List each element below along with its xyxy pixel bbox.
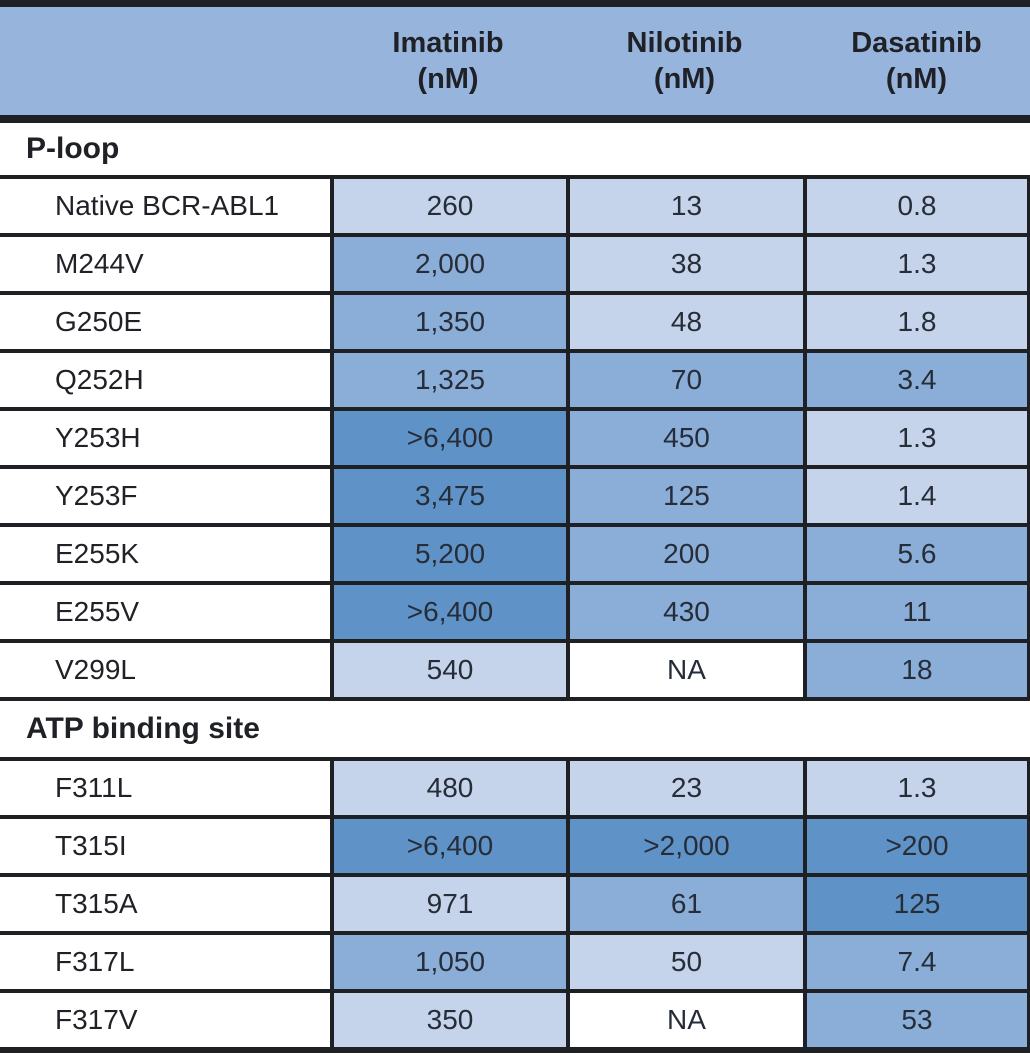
column-header-nilotinib: Nilotinib (nM) <box>566 7 803 115</box>
ic50-cell: 1.3 <box>803 237 1030 291</box>
table-row: T315A 971 61 125 <box>0 877 1030 935</box>
ic50-cell: 480 <box>330 761 566 815</box>
ic50-cell: 200 <box>566 527 803 581</box>
ic50-cell: 7.4 <box>803 935 1030 989</box>
column-header-label: Imatinib <box>392 26 504 59</box>
table-header-band: Imatinib (nM) Nilotinib (nM) Dasatinib (… <box>0 0 1030 123</box>
mutation-label: G250E <box>0 295 330 349</box>
header-cell-empty <box>0 7 330 115</box>
mutation-label: Q252H <box>0 353 330 407</box>
ic50-cell: NA <box>566 993 803 1047</box>
ic50-cell: 1,050 <box>330 935 566 989</box>
column-header-label: Nilotinib <box>626 26 743 59</box>
ic50-cell: 1.8 <box>803 295 1030 349</box>
ic50-cell: 2,000 <box>330 237 566 291</box>
ic50-cell: >6,400 <box>330 585 566 639</box>
ic50-cell: 260 <box>330 179 566 233</box>
mutation-label: Native BCR-ABL1 <box>0 179 330 233</box>
ic50-cell: 1,350 <box>330 295 566 349</box>
ic50-cell: 53 <box>803 993 1030 1047</box>
ic50-cell: >200 <box>803 819 1030 873</box>
ic50-cell: >6,400 <box>330 411 566 465</box>
column-header-dasatinib: Dasatinib (nM) <box>803 7 1030 115</box>
table-row: V299L 540 NA 18 <box>0 643 1030 701</box>
table-row: F317L 1,050 50 7.4 <box>0 935 1030 993</box>
mutation-label: T315I <box>0 819 330 873</box>
ic50-cell: >2,000 <box>566 819 803 873</box>
table-row: G250E 1,350 48 1.8 <box>0 295 1030 353</box>
ic50-cell: 1.3 <box>803 761 1030 815</box>
mutation-label: F317V <box>0 993 330 1047</box>
ic50-cell: 350 <box>330 993 566 1047</box>
column-header-imatinib: Imatinib (nM) <box>330 7 566 115</box>
mutation-label: T315A <box>0 877 330 931</box>
ic50-cell: 11 <box>803 585 1030 639</box>
table-body: P-loop Native BCR-ABL1 260 13 0.8 M244V 2,000 3… <box>0 123 1030 1053</box>
table-row: Y253H >6,400 450 1.3 <box>0 411 1030 469</box>
ic50-cell: 1,325 <box>330 353 566 407</box>
ic50-cell: 18 <box>803 643 1030 697</box>
section-header-row: ATP binding site <box>0 701 1030 761</box>
ic50-cell: 70 <box>566 353 803 407</box>
table-row: M244V 2,000 38 1.3 <box>0 237 1030 295</box>
ic50-cell: 540 <box>330 643 566 697</box>
ic50-cell: 38 <box>566 237 803 291</box>
ic50-cell: 23 <box>566 761 803 815</box>
table-row: E255V >6,400 430 11 <box>0 585 1030 643</box>
column-header-unit: (nM) <box>653 63 716 95</box>
section-title: P-loop <box>26 132 120 165</box>
ic50-cell: 3.4 <box>803 353 1030 407</box>
ic50-cell: 0.8 <box>803 179 1030 233</box>
mutation-label: Y253H <box>0 411 330 465</box>
ic50-cell: 61 <box>566 877 803 931</box>
table-row: F317V 350 NA 53 <box>0 993 1030 1053</box>
section-title: ATP binding site <box>26 712 260 745</box>
table-row: Y253F 3,475 125 1.4 <box>0 469 1030 527</box>
mutation-label: M244V <box>0 237 330 291</box>
ic50-cell: 1.4 <box>803 469 1030 523</box>
ic50-cell: 1.3 <box>803 411 1030 465</box>
ic50-cell: 50 <box>566 935 803 989</box>
ic50-cell: 48 <box>566 295 803 349</box>
ic50-cell: 3,475 <box>330 469 566 523</box>
table-row: T315I >6,400 >2,000 >200 <box>0 819 1030 877</box>
table-row: Native BCR-ABL1 260 13 0.8 <box>0 179 1030 237</box>
mutation-label: E255K <box>0 527 330 581</box>
ic50-cell: 125 <box>566 469 803 523</box>
table-row: F311L 480 23 1.3 <box>0 761 1030 819</box>
ic50-cell: 971 <box>330 877 566 931</box>
section-header-row: P-loop <box>0 123 1030 179</box>
table-row: Q252H 1,325 70 3.4 <box>0 353 1030 411</box>
table-row: E255K 5,200 200 5.6 <box>0 527 1030 585</box>
mutation-label: Y253F <box>0 469 330 523</box>
ic50-cell: >6,400 <box>330 819 566 873</box>
ic50-cell: 5,200 <box>330 527 566 581</box>
mutation-label: F317L <box>0 935 330 989</box>
mutation-label: E255V <box>0 585 330 639</box>
ic50-cell: 125 <box>803 877 1030 931</box>
mutation-label: V299L <box>0 643 330 697</box>
column-header-label: Dasatinib <box>851 26 982 59</box>
ic50-cell: 5.6 <box>803 527 1030 581</box>
mutation-label: F311L <box>0 761 330 815</box>
ic50-cell: 430 <box>566 585 803 639</box>
ic50-cell: NA <box>566 643 803 697</box>
ic50-cell: 450 <box>566 411 803 465</box>
column-header-unit: (nM) <box>885 63 948 95</box>
column-header-unit: (nM) <box>417 63 479 95</box>
ic50-cell: 13 <box>566 179 803 233</box>
